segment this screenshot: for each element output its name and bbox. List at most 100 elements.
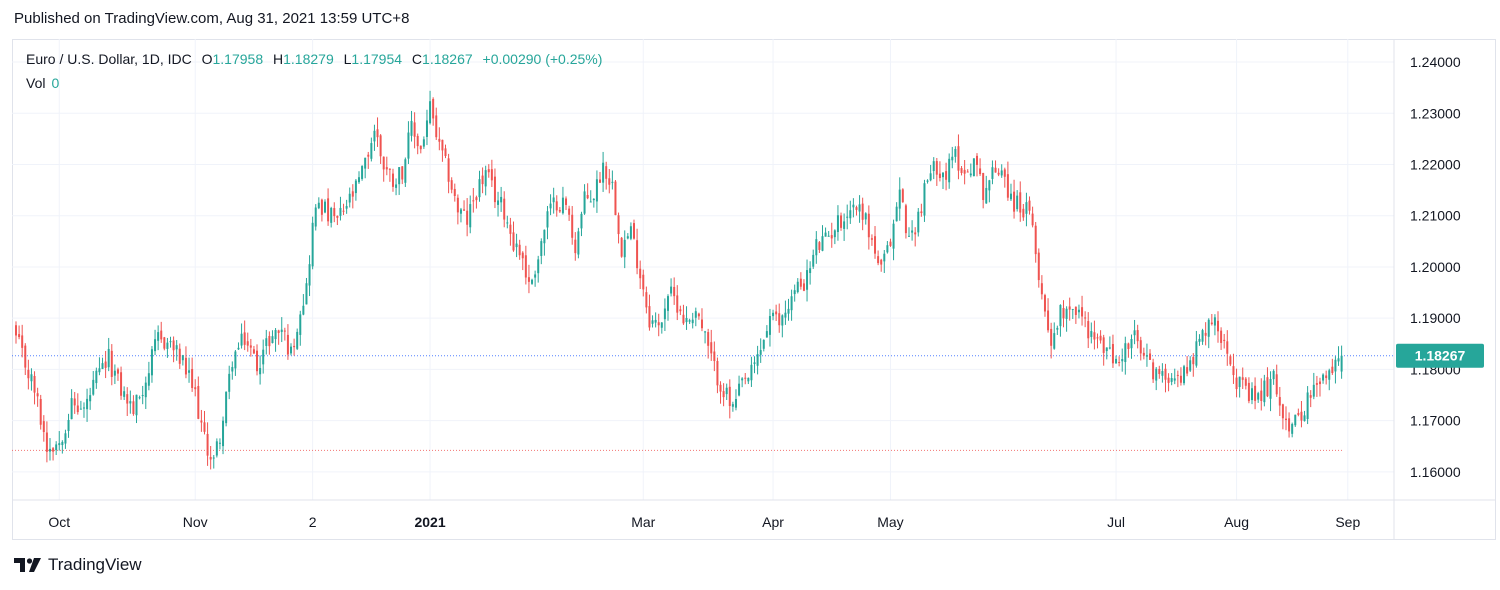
candle-body bbox=[898, 189, 901, 209]
candle-body bbox=[985, 187, 988, 204]
change-value: +0.00290 (+0.25%) bbox=[482, 51, 603, 67]
tradingview-logo[interactable]: TradingView bbox=[14, 555, 142, 575]
close-value: 1.18267 bbox=[422, 51, 473, 67]
candle-body bbox=[330, 207, 333, 223]
candle-body bbox=[546, 211, 549, 228]
candle-body bbox=[39, 398, 42, 425]
candle-body bbox=[1087, 321, 1090, 339]
time-tick-label: 2021 bbox=[414, 514, 445, 530]
candle-body bbox=[1297, 412, 1300, 415]
candle-body bbox=[784, 312, 787, 318]
candle-body bbox=[107, 348, 110, 368]
candle-body bbox=[679, 309, 682, 312]
candle-body bbox=[1189, 360, 1192, 371]
candle-body bbox=[429, 101, 432, 124]
price-tick-label: 1.22000 bbox=[1410, 156, 1461, 172]
candle-body bbox=[98, 368, 101, 373]
candle-body bbox=[979, 168, 982, 175]
candle-body bbox=[1170, 378, 1173, 382]
candle-body bbox=[398, 167, 401, 185]
candle-body bbox=[685, 317, 688, 323]
candle-body bbox=[997, 172, 1000, 175]
candle-body bbox=[497, 200, 500, 205]
candle-body bbox=[666, 296, 669, 311]
candle-body bbox=[753, 362, 756, 364]
candle-body bbox=[1275, 374, 1278, 395]
grid-lines bbox=[12, 39, 1394, 500]
candle-body bbox=[549, 203, 552, 209]
candle-body bbox=[311, 222, 314, 267]
candle-body bbox=[1315, 383, 1318, 385]
candle-body bbox=[1325, 375, 1328, 379]
candle-body bbox=[447, 158, 450, 182]
candle-body bbox=[336, 215, 339, 218]
candle-body bbox=[527, 277, 530, 282]
candle-body bbox=[1238, 376, 1241, 388]
candle-body bbox=[657, 322, 660, 326]
time-tick-label: Aug bbox=[1224, 514, 1249, 530]
candle-body bbox=[759, 350, 762, 355]
candle-body bbox=[67, 419, 70, 431]
time-axis[interactable]: Oct Nov 2 2021 Mar Apr May Jul Aug Sep bbox=[48, 514, 1360, 530]
candle-body bbox=[833, 230, 836, 238]
candle-body bbox=[614, 181, 617, 216]
candle-body bbox=[299, 314, 302, 335]
candle-body bbox=[663, 308, 666, 320]
candle-body bbox=[806, 270, 809, 290]
candle-body bbox=[877, 256, 880, 264]
candle-body bbox=[623, 239, 626, 258]
candle-body bbox=[852, 204, 855, 208]
candle-body bbox=[324, 201, 326, 213]
candle-body bbox=[1340, 355, 1343, 372]
candle-body bbox=[932, 161, 935, 172]
price-tick-label: 1.23000 bbox=[1410, 105, 1461, 121]
candle-body bbox=[1043, 295, 1046, 312]
candle-body bbox=[778, 313, 781, 326]
footer-brand: TradingView bbox=[48, 555, 142, 574]
candle-body bbox=[889, 241, 892, 246]
candle-body bbox=[1034, 225, 1037, 255]
candle-body bbox=[61, 441, 64, 446]
candle-body bbox=[595, 179, 598, 202]
candle-body bbox=[1124, 343, 1127, 363]
candle-body bbox=[191, 369, 194, 388]
candle-body bbox=[184, 357, 187, 375]
candle-body bbox=[1000, 170, 1003, 176]
candle-body bbox=[166, 342, 169, 349]
candle-body bbox=[524, 255, 527, 278]
volume-label: Vol bbox=[26, 75, 46, 91]
candle-body bbox=[129, 401, 132, 404]
price-axis[interactable]: 1.24000 1.23000 1.22000 1.21000 1.20000 1.190… bbox=[1410, 54, 1461, 480]
candle-body bbox=[490, 169, 493, 181]
candle-body bbox=[1037, 252, 1040, 281]
candle-body bbox=[768, 316, 771, 335]
candlestick-chart[interactable]: 1.24000 1.23000 1.22000 1.21000 1.20000 1.190… bbox=[12, 39, 1496, 540]
candle-body bbox=[1071, 308, 1074, 310]
candle-body bbox=[188, 370, 191, 373]
candle-body bbox=[793, 290, 796, 295]
candle-body bbox=[639, 268, 642, 279]
candle-body bbox=[1028, 200, 1031, 211]
candle-body bbox=[150, 349, 153, 376]
candle-body bbox=[1281, 404, 1284, 419]
candle-body bbox=[1201, 330, 1204, 342]
candle-body bbox=[1300, 411, 1303, 421]
candle-body bbox=[796, 281, 799, 293]
price-tick-label: 1.20000 bbox=[1410, 259, 1461, 275]
candle-body bbox=[456, 197, 459, 213]
time-tick-label: Sep bbox=[1335, 514, 1360, 530]
candle-body bbox=[901, 189, 904, 203]
symbol-label[interactable]: Euro / U.S. Dollar, 1D, IDC bbox=[26, 51, 192, 67]
candle-body bbox=[948, 158, 951, 183]
candle-body bbox=[629, 226, 632, 239]
last-price-badge: 1.18267 bbox=[1396, 343, 1484, 368]
candle-body bbox=[157, 332, 160, 341]
candle-body bbox=[660, 322, 663, 328]
candle-body bbox=[404, 159, 407, 183]
candle-body bbox=[444, 148, 447, 157]
candle-body bbox=[765, 331, 768, 338]
candle-body bbox=[558, 210, 561, 212]
candle-body bbox=[286, 334, 289, 355]
candle-body bbox=[648, 306, 651, 328]
candle-body bbox=[1217, 320, 1220, 332]
